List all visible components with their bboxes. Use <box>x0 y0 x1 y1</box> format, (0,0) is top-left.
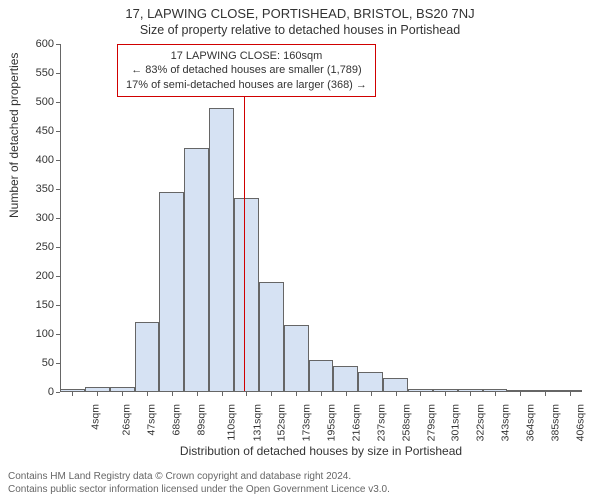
x-tick-label: 237sqm <box>375 404 387 441</box>
annotation-line2: ← 83% of detached houses are smaller (1,… <box>126 63 367 77</box>
histogram-bar <box>135 322 160 392</box>
histogram-bar <box>234 198 259 392</box>
x-tick-label: 364sqm <box>524 404 536 441</box>
x-tick-label: 406sqm <box>574 404 586 441</box>
x-tick-label: 47sqm <box>146 404 158 436</box>
x-tick-label: 258sqm <box>400 404 412 441</box>
x-tick-label: 152sqm <box>276 404 288 441</box>
x-tick-label: 131sqm <box>251 404 263 441</box>
x-tick-label: 301sqm <box>450 404 462 441</box>
x-tick-label: 173sqm <box>301 404 313 441</box>
histogram-bar <box>184 148 209 392</box>
x-tick-label: 343sqm <box>500 404 512 441</box>
annotation-line1: 17 LAPWING CLOSE: 160sqm <box>126 49 367 63</box>
x-tick-label: 26sqm <box>121 404 133 436</box>
histogram-bar <box>284 325 309 392</box>
attribution-text: Contains HM Land Registry data © Crown c… <box>8 470 390 496</box>
histogram-bar <box>333 366 358 392</box>
histogram-bar <box>309 360 334 392</box>
x-tick-label: 279sqm <box>425 404 437 441</box>
x-tick-label: 385sqm <box>549 404 561 441</box>
x-tick-label: 110sqm <box>225 404 237 441</box>
histogram-bar <box>358 372 383 392</box>
page-title: 17, LAPWING CLOSE, PORTISHEAD, BRISTOL, … <box>0 6 600 21</box>
attribution-line2: Contains public sector information licen… <box>8 483 390 496</box>
x-tick-label: 89sqm <box>195 404 207 436</box>
histogram-bar <box>159 192 184 392</box>
x-tick-label: 322sqm <box>475 404 487 441</box>
annotation-callout: 17 LAPWING CLOSE: 160sqm ← 83% of detach… <box>117 44 376 97</box>
histogram-bar <box>259 282 284 392</box>
page-subtitle: Size of property relative to detached ho… <box>0 23 600 37</box>
x-tick-label: 216sqm <box>350 404 362 441</box>
x-tick-label: 195sqm <box>326 404 338 441</box>
attribution-line1: Contains HM Land Registry data © Crown c… <box>8 470 390 483</box>
x-tick-label: 4sqm <box>90 404 102 430</box>
x-tick-label: 68sqm <box>171 404 183 436</box>
histogram-bar <box>383 378 408 393</box>
x-axis-label: Distribution of detached houses by size … <box>60 444 582 458</box>
annotation-line3: 17% of semi-detached houses are larger (… <box>126 78 367 92</box>
histogram-bar <box>209 108 234 392</box>
